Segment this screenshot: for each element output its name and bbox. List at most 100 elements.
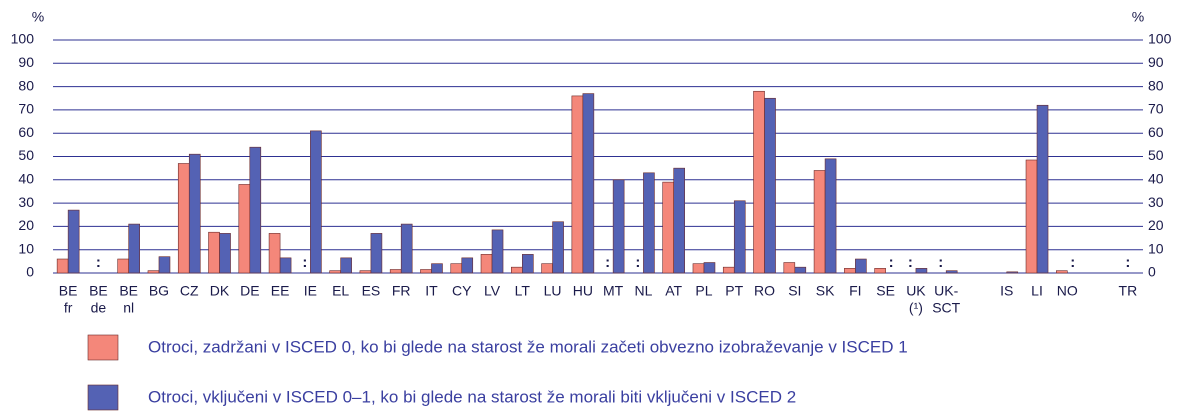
- x-tick-label: fr: [64, 300, 73, 316]
- bar: [582, 93, 595, 274]
- legend-swatch: [87, 334, 119, 361]
- x-tick-label: IE: [304, 283, 317, 299]
- x-tick-label: SCT: [932, 300, 960, 316]
- missing-marker: :: [96, 254, 101, 271]
- y2-tick-label: 10: [1148, 240, 1164, 256]
- bar: [279, 257, 292, 274]
- missing-marker: :: [938, 254, 943, 271]
- missing-marker: :: [889, 254, 894, 271]
- bar: [783, 262, 796, 274]
- x-tick-label: BG: [149, 283, 169, 299]
- bar: [389, 269, 402, 274]
- y2-tick-label: 50: [1148, 147, 1164, 163]
- y-tick-label: 0: [26, 264, 34, 280]
- x-tick-label: (¹): [909, 300, 923, 316]
- missing-marker: :: [908, 254, 913, 271]
- bar: [753, 90, 765, 274]
- x-tick-label: FI: [849, 283, 861, 299]
- bar: [208, 231, 220, 274]
- legend-label: Otroci, vključeni v ISCED 0–1, ko bi gle…: [148, 387, 796, 406]
- x-tick-label: de: [91, 300, 107, 316]
- bar: [764, 97, 776, 274]
- bar: [1006, 271, 1019, 274]
- bar: [915, 268, 928, 274]
- bar: [511, 266, 523, 274]
- bar: [541, 263, 553, 274]
- legend-label: Otroci, zadržani v ISCED 0, ko bi glede …: [148, 337, 908, 356]
- bar: [945, 270, 958, 274]
- y2-tick-label: 70: [1148, 101, 1164, 117]
- bar: [268, 233, 281, 274]
- bar: [491, 229, 504, 274]
- bar: [177, 163, 190, 274]
- x-tick-label: SK: [816, 283, 835, 299]
- x-tick-label: IS: [1000, 283, 1013, 299]
- y-tick-label: 90: [18, 54, 34, 70]
- y2-tick-label: 90: [1148, 54, 1164, 70]
- bar: [219, 233, 231, 274]
- x-tick-label: ES: [362, 283, 381, 299]
- x-tick-label: LT: [515, 283, 531, 299]
- bar: [480, 254, 493, 274]
- bar: [643, 172, 655, 274]
- bar: [733, 200, 746, 274]
- x-tick-label: SE: [876, 283, 895, 299]
- bar: [824, 158, 837, 274]
- bar: [238, 184, 251, 274]
- missing-marker: :: [635, 254, 640, 271]
- bar: [249, 146, 262, 274]
- bar: [703, 262, 716, 274]
- x-tick-label: DK: [210, 283, 230, 299]
- y-tick-label: 50: [18, 147, 34, 163]
- bar: [158, 256, 171, 274]
- bar: [67, 209, 80, 274]
- bar: [844, 268, 856, 274]
- x-tick-label: LI: [1031, 283, 1043, 299]
- bar: [1056, 270, 1068, 274]
- y-tick-label: 60: [18, 124, 34, 140]
- x-tick-label: RO: [754, 283, 775, 299]
- bar: [692, 263, 705, 274]
- bar: [662, 181, 674, 274]
- missing-marker: :: [1070, 254, 1075, 271]
- bar: [813, 170, 826, 274]
- bar: [794, 266, 807, 274]
- bar: [128, 223, 140, 274]
- x-tick-label: TR: [1119, 283, 1138, 299]
- x-tick-label: FR: [392, 283, 411, 299]
- bar: [359, 270, 372, 274]
- x-tick-label: NL: [634, 283, 652, 299]
- y-tick-label: 10: [18, 240, 34, 256]
- x-tick-label: PL: [695, 283, 712, 299]
- x-tick-label: CZ: [180, 283, 199, 299]
- y-tick-label: 20: [18, 217, 34, 233]
- bar: [522, 254, 534, 274]
- x-tick-label: UK-: [934, 283, 958, 299]
- x-tick-label: LV: [484, 283, 501, 299]
- bar: [673, 167, 685, 274]
- missing-marker: :: [1125, 254, 1130, 271]
- x-tick-label: CY: [452, 283, 472, 299]
- y2-tick-label: 60: [1148, 124, 1164, 140]
- x-tick-label: UK: [906, 283, 926, 299]
- bar: [450, 263, 463, 274]
- bar: [420, 269, 432, 274]
- x-tick-label: SI: [788, 283, 801, 299]
- x-tick-label: IT: [425, 283, 438, 299]
- bar: [1036, 104, 1049, 274]
- bar: [56, 258, 69, 274]
- x-tick-label: EL: [332, 283, 349, 299]
- y-tick-label: 80: [18, 77, 34, 93]
- legend-swatch: [87, 384, 119, 411]
- missing-marker: :: [302, 254, 307, 271]
- x-tick-label: HU: [573, 283, 593, 299]
- bar: [855, 258, 867, 274]
- bar: [1025, 159, 1038, 274]
- bar: [329, 270, 341, 274]
- y2-tick-label: 20: [1148, 217, 1164, 233]
- bar: [188, 153, 201, 274]
- y-tick-label: 70: [18, 101, 34, 117]
- x-tick-label: MT: [603, 283, 624, 299]
- y-unit: %: [32, 9, 44, 25]
